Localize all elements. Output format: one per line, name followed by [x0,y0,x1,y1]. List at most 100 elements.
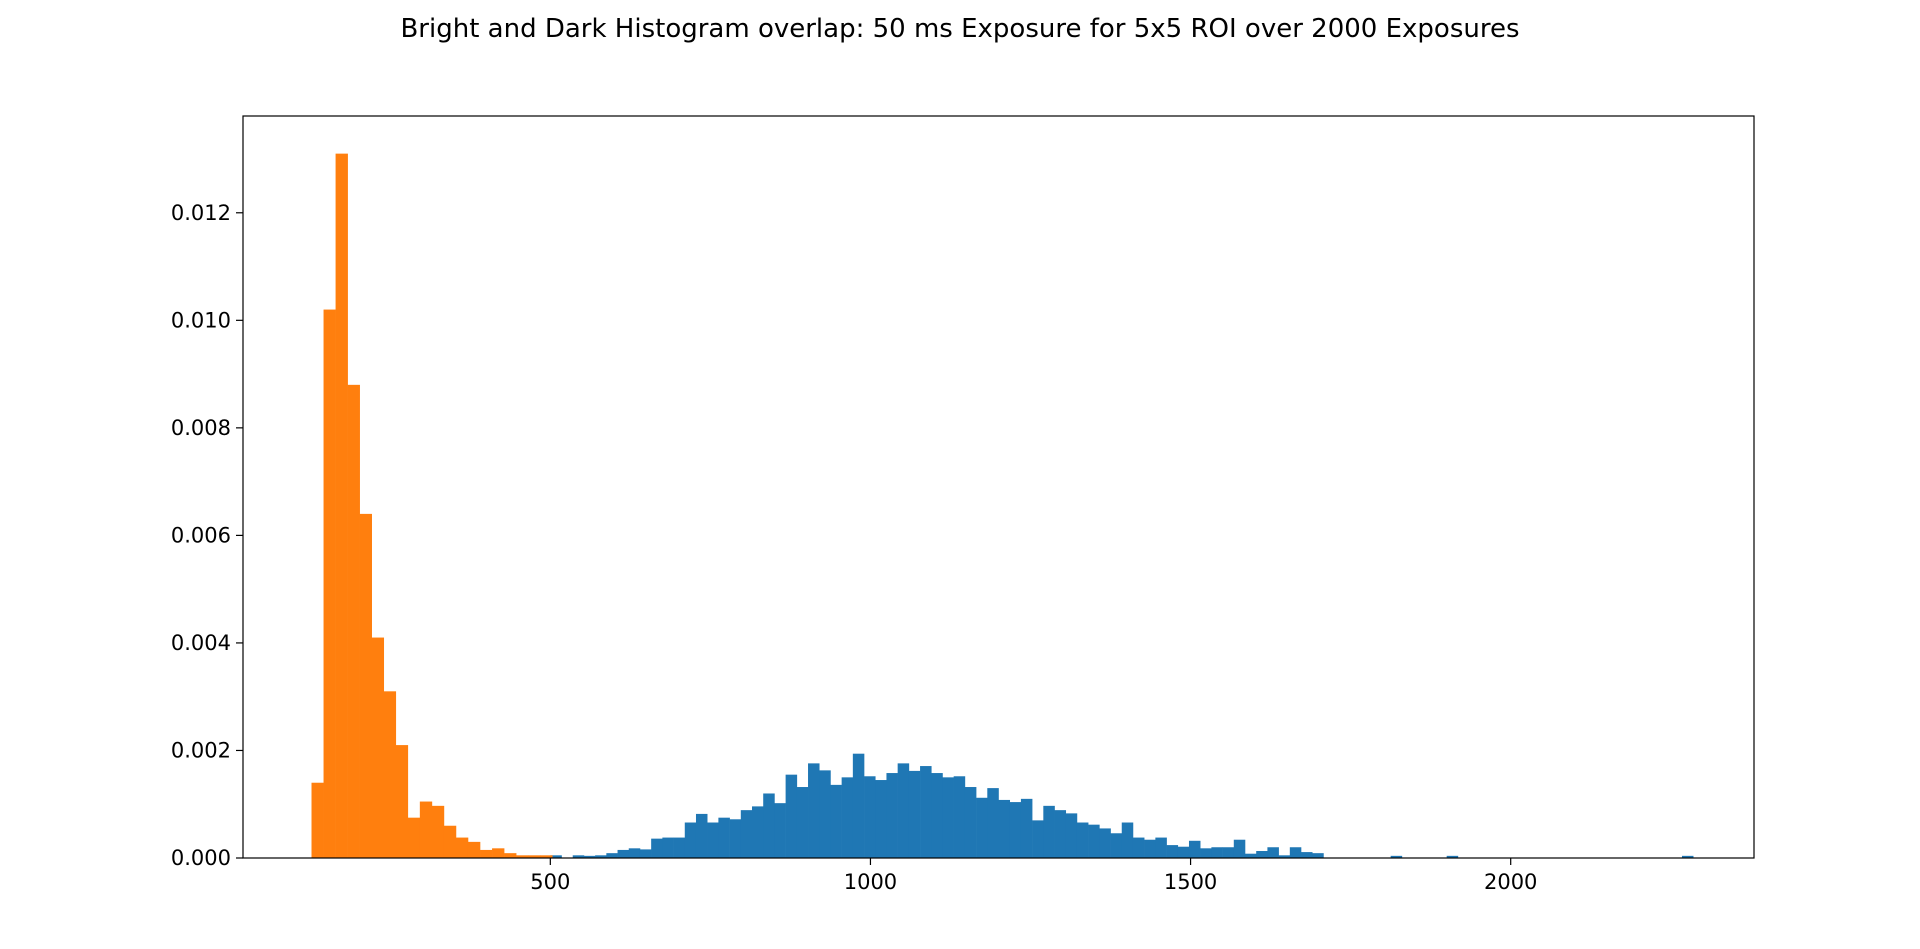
histogram-bar-series-2 [431,805,445,858]
histogram-bar-series-1 [1301,852,1313,858]
x-tick-label: 1000 [844,870,897,894]
histogram-bar-series-1 [1043,805,1055,858]
chart-title: Bright and Dark Histogram overlap: 50 ms… [400,14,1520,44]
histogram-bar-series-2 [443,825,457,858]
histogram-bar-series-1 [1132,837,1145,858]
histogram-bar-series-1 [707,822,719,858]
histogram-bar-series-2 [419,801,433,858]
histogram-bar-series-1 [572,855,585,858]
histogram-bar-series-1 [1256,851,1268,858]
histogram-bar-series-2 [540,855,553,858]
histogram-bar-series-1 [942,777,954,858]
histogram-bar-series-1 [864,776,876,858]
histogram-bars [311,153,1694,859]
histogram-bar-series-1 [875,780,887,858]
histogram-bar-series-1 [583,855,596,858]
histogram-bar-series-1 [628,848,641,858]
histogram-bar-series-1 [1188,840,1201,858]
histogram-bar-series-1 [684,822,697,858]
histogram-bar-series-1 [606,853,618,858]
histogram-bar-series-1 [1233,839,1246,858]
histogram-bar-series-2 [395,745,409,858]
axes-frame [242,115,1755,859]
histogram-bar-series-1 [796,787,809,858]
histogram-bar-series-1 [920,766,932,858]
histogram-bar-series-1 [752,806,764,858]
histogram-bar-series-1 [964,787,977,858]
histogram-bar-series-1 [639,849,652,858]
histogram-bar-series-1 [785,774,798,858]
histogram-bar-series-1 [1032,820,1044,858]
histogram-bar-series-1 [987,788,999,858]
histogram-bar-series-1 [617,849,630,858]
histogram-bar-series-1 [662,837,674,858]
histogram-bar-series-1 [897,763,910,858]
histogram-bar-series-1 [1076,822,1089,858]
histogram-bar-series-2 [311,782,324,858]
histogram-bar-series-1 [953,776,966,858]
histogram-bar-series-1 [1312,853,1324,858]
x-axis: 500 1000 1500 2000 [530,858,1537,894]
histogram-bar-series-1 [673,837,686,858]
histogram-bar-series-2 [383,691,397,858]
y-tick-label: 0.002 [171,738,231,762]
histogram-bar-series-2 [359,513,372,858]
y-tick-label: 0.010 [171,308,231,332]
y-tick-label: 0.000 [171,846,231,870]
histogram-bar-series-1 [819,770,831,858]
histogram-bar-series-1 [1065,813,1078,858]
histogram-bar-series-2 [371,637,385,858]
histogram-bar-series-1 [1222,847,1235,858]
histogram-bar-series-1 [1244,853,1257,858]
x-tick-label: 500 [530,870,570,894]
histogram-bar-series-1 [1681,855,1694,858]
histogram-bar-series-1 [1144,839,1156,858]
histogram-bar-series-2 [480,849,493,858]
x-tick-label: 1500 [1164,870,1217,894]
histogram-bar-series-1 [976,797,988,858]
histogram-bar-series-1 [808,763,820,858]
histogram-bar-series-1 [550,855,562,858]
histogram-bar-series-2 [347,384,360,858]
histogram-bar-series-1 [1166,845,1179,858]
histogram-bar-series-1 [1390,855,1403,858]
y-tick-label: 0.012 [171,201,231,225]
y-tick-label: 0.006 [171,523,231,547]
histogram-bar-series-1 [931,773,943,858]
histogram-bar-series-1 [1211,847,1223,858]
y-tick-label: 0.004 [171,631,231,655]
histogram-bar-series-1 [740,810,753,858]
histogram-bar-series-1 [830,784,842,858]
histogram-bar-series-1 [763,793,775,858]
histogram-bar-series-2 [492,848,505,858]
histogram-bar-series-1 [1289,847,1302,858]
histogram-bar-series-1 [1177,846,1190,858]
histogram-bar-series-1 [695,813,708,858]
histogram-bar-series-2 [467,841,481,858]
histogram-bar-series-1 [1446,855,1459,858]
histogram-bar-series-1 [1278,855,1291,858]
histogram-bar-series-2 [516,855,529,858]
histogram-bar-series-1 [1267,847,1279,858]
histogram-bar-series-1 [718,817,730,858]
histogram-bar-series-2 [407,817,421,858]
histogram-bar-series-1 [1054,810,1067,858]
histogram-bar-series-1 [908,770,921,858]
histogram-bar-series-2 [455,837,469,858]
histogram-bar-series-1 [998,799,1011,858]
histogram-bar-series-1 [1009,802,1022,858]
histogram-bar-series-2 [323,309,336,859]
y-tick-label: 0.008 [171,416,231,440]
histogram-bar-series-1 [651,838,663,858]
histogram-bar-series-1 [1200,848,1212,858]
histogram-bar-series-2 [528,855,541,858]
histogram-bar-series-1 [1020,798,1033,858]
histogram-bar-series-1 [1110,833,1123,858]
histogram-bar-series-1 [841,777,854,858]
histogram-bar-series-1 [886,773,898,858]
histogram-bar-series-1 [1088,824,1100,858]
histogram-bar-series-1 [1121,822,1134,858]
histogram-bar-series-1 [595,855,607,858]
histogram-bar-series-1 [729,819,742,858]
